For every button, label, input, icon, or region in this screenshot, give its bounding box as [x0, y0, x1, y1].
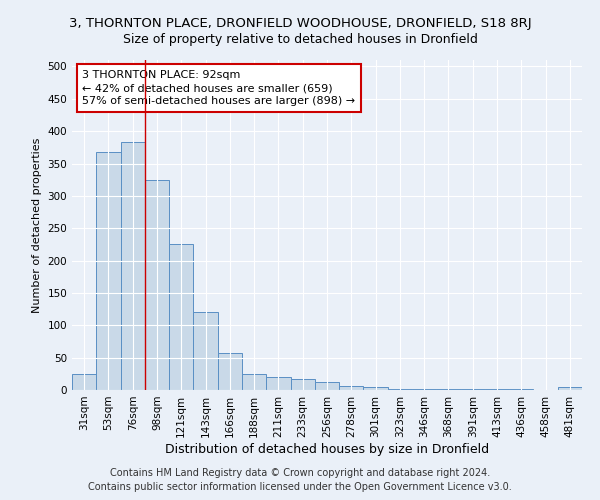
- Bar: [193, 312, 218, 390]
- Bar: [72, 374, 96, 390]
- Bar: [266, 377, 290, 390]
- Bar: [364, 388, 388, 390]
- Text: Size of property relative to detached houses in Dronfield: Size of property relative to detached ho…: [122, 32, 478, 46]
- Bar: [558, 388, 582, 390]
- Bar: [121, 142, 145, 390]
- Bar: [145, 180, 169, 390]
- Y-axis label: Number of detached properties: Number of detached properties: [32, 138, 42, 312]
- Text: 3 THORNTON PLACE: 92sqm
← 42% of detached houses are smaller (659)
57% of semi-d: 3 THORNTON PLACE: 92sqm ← 42% of detache…: [82, 70, 355, 106]
- Bar: [290, 379, 315, 390]
- Bar: [169, 244, 193, 390]
- Text: Contains HM Land Registry data © Crown copyright and database right 2024.
Contai: Contains HM Land Registry data © Crown c…: [88, 468, 512, 492]
- X-axis label: Distribution of detached houses by size in Dronfield: Distribution of detached houses by size …: [165, 442, 489, 456]
- Bar: [388, 388, 412, 390]
- Bar: [339, 386, 364, 390]
- Bar: [315, 382, 339, 390]
- Bar: [412, 388, 436, 390]
- Bar: [242, 374, 266, 390]
- Bar: [218, 353, 242, 390]
- Text: 3, THORNTON PLACE, DRONFIELD WOODHOUSE, DRONFIELD, S18 8RJ: 3, THORNTON PLACE, DRONFIELD WOODHOUSE, …: [68, 18, 532, 30]
- Bar: [96, 152, 121, 390]
